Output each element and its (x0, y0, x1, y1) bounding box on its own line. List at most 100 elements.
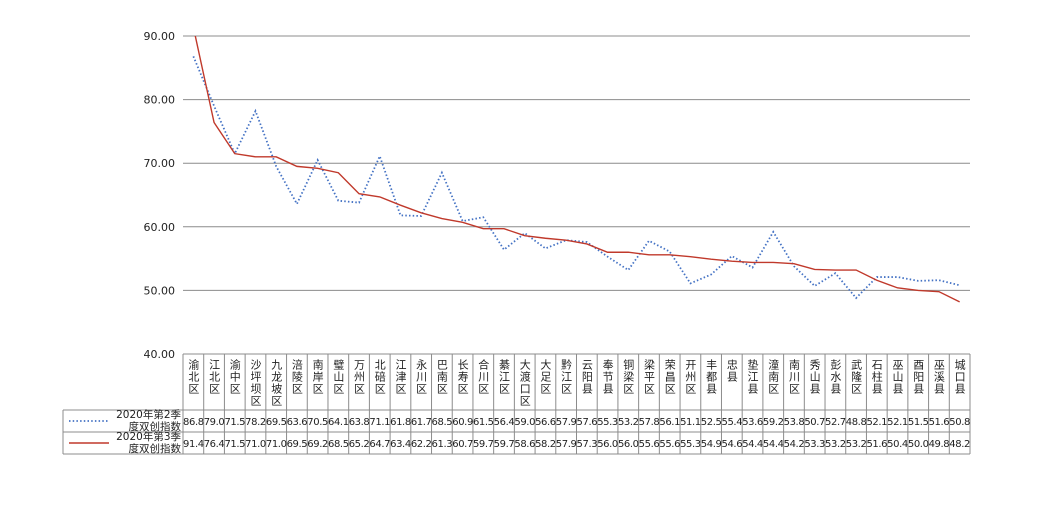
table-value: 48.2 (949, 439, 970, 450)
table-value: 64.7 (369, 439, 390, 450)
table-value: 53.6 (742, 417, 763, 428)
table-value: 59.7 (473, 439, 494, 450)
table-value: 55.3 (680, 439, 701, 450)
table-value: 59.2 (763, 417, 784, 428)
table-value: 68.5 (328, 439, 349, 450)
x-tick-label: 垫江县 (746, 358, 759, 395)
table-value: 76.4 (204, 439, 225, 450)
x-tick-label: 涪陵区 (290, 358, 303, 395)
table-value: 61.3 (432, 439, 453, 450)
table-value: 54.4 (763, 439, 784, 450)
x-tick-label: 梁平区 (642, 358, 655, 395)
y-tick-label: 70.00 (144, 157, 176, 170)
table-value: 62.2 (411, 439, 432, 450)
x-tick-label: 南岸区 (311, 359, 324, 395)
table-value: 56.0 (618, 439, 639, 450)
x-tick-label: 巴南区 (435, 359, 448, 395)
table-value: 71.5 (224, 439, 245, 450)
table-value: 51.6 (929, 417, 950, 428)
table-value: 55.6 (659, 439, 680, 450)
table-value: 54.9 (701, 439, 722, 450)
plot-area (192, 36, 960, 303)
table-value: 50.0 (908, 439, 929, 450)
y-tick-label: 40.00 (144, 348, 176, 361)
table-value: 79.0 (204, 417, 225, 428)
table-value: 55.4 (721, 417, 742, 428)
table-value: 56.1 (659, 417, 680, 428)
x-tick-label: 大渡口区 (518, 358, 531, 407)
x-tick-label: 江北区 (208, 359, 221, 395)
table-value: 69.2 (307, 439, 328, 450)
x-tick-label: 奉节县 (601, 358, 614, 395)
x-tick-label: 云阳县 (580, 359, 593, 395)
table-value: 55.6 (639, 439, 660, 450)
y-tick-label: 50.00 (144, 284, 176, 297)
table-value: 63.4 (390, 439, 411, 450)
table-value: 52.1 (866, 417, 887, 428)
table-value: 63.8 (349, 417, 370, 428)
table-value: 52.1 (887, 417, 908, 428)
table-value: 52.7 (825, 417, 846, 428)
table-value: 60.9 (452, 417, 473, 428)
x-tick-label: 石柱县 (870, 359, 883, 395)
table-value: 58.2 (535, 439, 556, 450)
table-value: 53.2 (825, 439, 846, 450)
table-value: 57.8 (639, 417, 660, 428)
table-value: 50.4 (887, 439, 908, 450)
table-value: 51.6 (866, 439, 887, 450)
legend-label-box: 2020年第2季度双创指数 (116, 409, 181, 433)
x-tick-label: 合川区 (477, 358, 490, 395)
table-value: 57.9 (556, 417, 577, 428)
table-value: 50.7 (804, 417, 825, 428)
table-value: 57.6 (577, 417, 598, 428)
x-tick-label: 酉阳县 (912, 359, 925, 395)
table-value: 86.8 (183, 417, 204, 428)
table-value: 53.2 (846, 439, 867, 450)
table-value: 56.0 (597, 439, 618, 450)
table-value: 51.1 (680, 417, 701, 428)
y-tick-label: 80.00 (144, 94, 176, 107)
table-value: 57.3 (577, 439, 598, 450)
table-value: 71.0 (266, 439, 287, 450)
table-value: 59.7 (494, 439, 515, 450)
table-value: 50.8 (949, 417, 970, 428)
table-value: 53.8 (784, 417, 805, 428)
table-value: 61.8 (390, 417, 411, 428)
table-value: 56.6 (535, 417, 556, 428)
x-tick-label: 巫溪县 (932, 359, 945, 395)
table-value: 52.5 (701, 417, 722, 428)
series-line (194, 36, 960, 303)
x-tick-label: 潼南区 (767, 358, 780, 395)
table-value: 71.0 (245, 439, 266, 450)
x-tick-label: 江津区 (394, 359, 407, 395)
table-value: 55.3 (597, 417, 618, 428)
table-value: 54.2 (784, 439, 805, 450)
x-tick-label: 秀山县 (808, 359, 821, 395)
table-value: 68.5 (432, 417, 453, 428)
table-value: 53.3 (804, 439, 825, 450)
table-value: 61.5 (473, 417, 494, 428)
x-tick-label: 开州区 (684, 359, 697, 395)
table-value: 60.7 (452, 439, 473, 450)
x-tick-label: 武隆区 (850, 359, 863, 395)
x-tick-label: 黔江区 (560, 358, 573, 395)
table-value: 49.8 (929, 439, 950, 450)
table-value: 58.6 (514, 439, 535, 450)
series-line (192, 56, 960, 300)
x-tick-label: 永川区 (415, 358, 428, 395)
y-tick-label: 60.00 (144, 221, 176, 234)
legend-label: 2020年第3季度双创指数 (116, 431, 181, 455)
x-tick-label: 长寿区 (456, 359, 469, 395)
table-value: 48.8 (846, 417, 867, 428)
x-tick-label: 巫山县 (891, 359, 904, 395)
table-value: 51.5 (908, 417, 929, 428)
x-tick-label: 璧山区 (332, 358, 345, 395)
table-value: 71.1 (369, 417, 390, 428)
x-tick-label: 沙坪坝区 (249, 359, 262, 407)
table-value: 64.1 (328, 417, 349, 428)
legend-label-box: 2020年第3季度双创指数 (116, 431, 181, 455)
table-value: 69.5 (287, 439, 308, 450)
x-tick-label: 彭水县 (829, 358, 842, 395)
x-tick-label: 荣昌区 (663, 359, 676, 395)
